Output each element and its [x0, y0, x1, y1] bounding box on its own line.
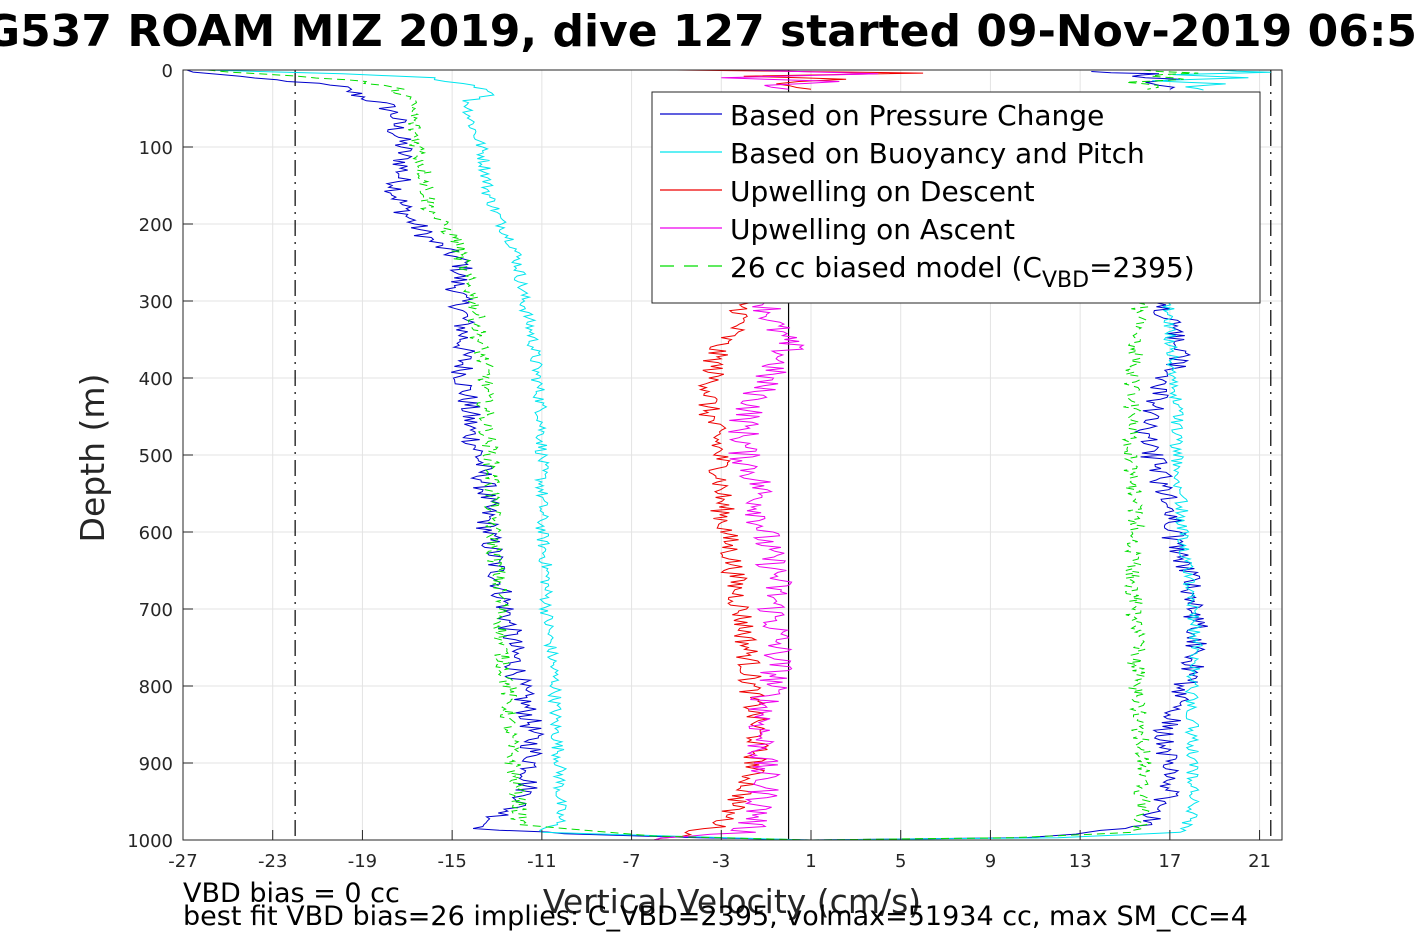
legend-label-subscript: VBD: [1042, 268, 1089, 293]
series-line: [653, 300, 805, 840]
chart-title: SG537 ROAM MIZ 2019, dive 127 started 09…: [0, 6, 1417, 57]
x-tick-label: -11: [527, 851, 556, 872]
series-line: [205, 70, 812, 840]
legend-label-text: Based on Buoyancy and Pitch: [730, 137, 1145, 170]
legend-label: Based on Buoyancy and Pitch: [730, 137, 1145, 170]
y-axis-label: Depth (m): [73, 374, 112, 543]
series-line: [186, 70, 812, 840]
series-line: [653, 300, 770, 840]
y-tick-label: 900: [139, 754, 173, 775]
x-tick-label: -19: [348, 851, 377, 872]
y-tick-label: 300: [139, 292, 173, 313]
series-line: [810, 288, 1152, 840]
series-line: [207, 70, 812, 840]
y-tick-label: 200: [139, 215, 173, 236]
series-line: [810, 285, 1208, 840]
x-tick-label: -27: [168, 851, 197, 872]
x-tick-label: 21: [1248, 851, 1271, 872]
legend-label: Upwelling on Descent: [730, 175, 1035, 208]
legend-box: [651, 91, 1261, 304]
series-line: [721, 70, 879, 90]
x-axis: -27 -23 -19 -15 -11 -7 -3 1 5 9 13 17 21: [168, 830, 1271, 872]
legend-label-text: Upwelling on Descent: [730, 175, 1035, 208]
legend-label: Upwelling on Ascent: [730, 213, 1015, 246]
legend-label: Based on Pressure Change: [730, 99, 1104, 132]
x-tick-label: -3: [712, 851, 730, 872]
legend-label: 26 cc biased model (CVBD=2395): [730, 251, 1195, 293]
series-line: [1152, 70, 1271, 91]
legend: Based on Pressure Change Based on Buoyanc…: [651, 91, 1261, 304]
y-tick-label: 700: [139, 600, 173, 621]
x-tick-label: 17: [1158, 851, 1181, 872]
y-axis: 0 100 200 300 400 500 600 700 800 900 1000: [127, 61, 193, 852]
vbd-bias-note: VBD bias = 0 cc: [183, 878, 400, 909]
x-tick-label: -15: [437, 851, 466, 872]
x-tick-label: -7: [623, 851, 641, 872]
y-tick-label: 400: [139, 369, 173, 390]
y-tick-label: 600: [139, 523, 173, 544]
x-tick-label: 13: [1069, 851, 1092, 872]
x-tick-label: 1: [805, 851, 816, 872]
data-series: [186, 70, 1271, 840]
x-tick-label: 9: [985, 851, 996, 872]
y-tick-label: 500: [139, 446, 173, 467]
series-line: [1126, 70, 1199, 90]
legend-label-text: Based on Pressure Change: [730, 99, 1104, 132]
series-line: [810, 289, 1204, 840]
legend-label-suffix: =2395): [1089, 251, 1195, 284]
y-tick-label: 800: [139, 677, 173, 698]
legend-label-text: Upwelling on Ascent: [730, 213, 1015, 246]
legend-label-text: 26 cc biased model (C: [730, 251, 1042, 284]
x-axis-label: Vertical Velocity (cm/s): [543, 882, 921, 921]
x-tick-label: 5: [895, 851, 906, 872]
y-tick-label: 1000: [127, 831, 173, 852]
y-tick-label: 0: [162, 61, 173, 82]
x-tick-label: -23: [258, 851, 287, 872]
best-fit-note: best fit VBD bias=26 implies: C_VBD=2395…: [183, 901, 1248, 932]
series-line: [676, 70, 924, 90]
y-tick-label: 100: [139, 138, 173, 159]
